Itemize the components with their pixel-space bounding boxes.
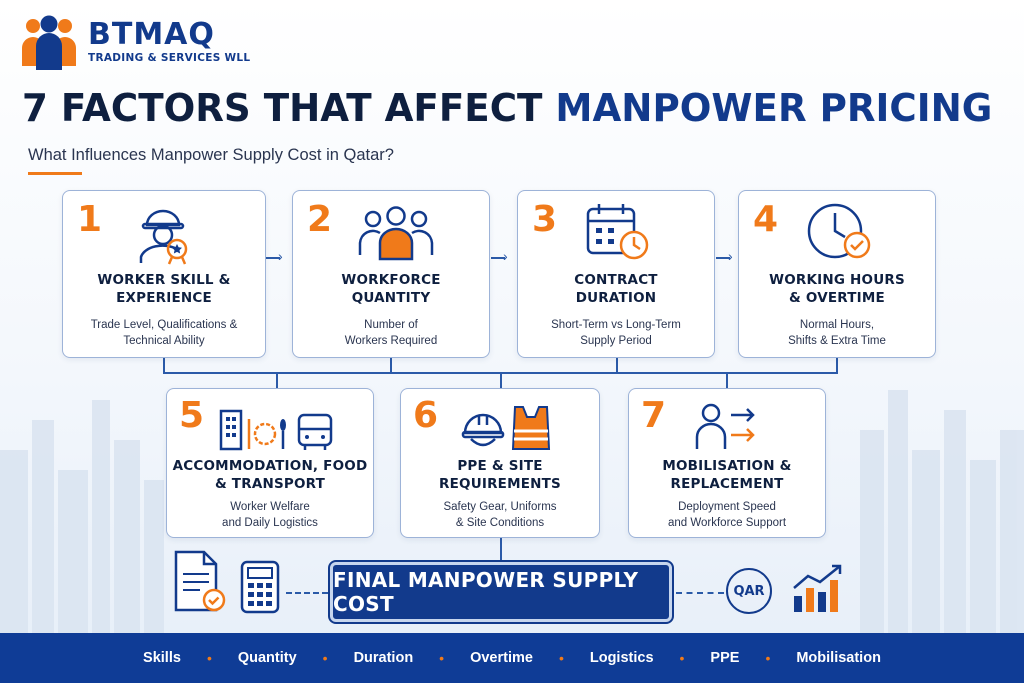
final-cost-box: FINAL MANPOWER SUPPLY COST	[330, 562, 672, 622]
drop-line-1	[163, 358, 165, 372]
connector-3-4	[716, 257, 730, 259]
document-check-icon	[174, 550, 226, 612]
factor-number: 4	[753, 199, 779, 240]
factor-card-6: 6 PPE & SITE REQUIREMENTS Safety Gear, Un…	[400, 388, 600, 538]
factor-number: 2	[307, 199, 333, 240]
final-cost-label: FINAL MANPOWER SUPPLY COST	[333, 568, 639, 616]
footer-dot: •	[558, 650, 564, 666]
arrow-2-3: ›	[503, 248, 508, 264]
footer-dot: •	[679, 650, 685, 666]
factor-number: 5	[179, 395, 205, 436]
title-part-1: 7 FACTORS THAT AFFECT	[22, 86, 556, 130]
title-part-2: MANPOWER PRICING	[555, 86, 993, 130]
connector-1-2	[266, 257, 280, 259]
factor-number: 3	[532, 199, 558, 240]
dashed-connector-right	[676, 592, 724, 594]
footer-dot: •	[765, 650, 771, 666]
page-subtitle: What Influences Manpower Supply Cost in …	[28, 146, 394, 164]
drop-line-2	[390, 358, 392, 372]
factor-description: Trade Level, Qualifications & Technical A…	[90, 319, 238, 347]
footer-item-quantity: Quantity	[237, 650, 297, 666]
calculator-icon	[240, 560, 280, 614]
factor-description: Short-Term vs Long-Term Supply Period	[551, 319, 681, 347]
factor-title: WORKING HOURS & OVERTIME	[769, 272, 905, 306]
factor-card-5: 5 ACCOMMODATION, FOOD & TRANSPORT Worker …	[166, 388, 374, 538]
factor-title: CONTRACT DURATION	[574, 272, 658, 306]
footer-dot: •	[206, 650, 212, 666]
footer-item-logistics: Logistics	[589, 650, 654, 666]
factor-title: MOBILISATION & REPLACEMENT	[662, 458, 792, 492]
footer-bar: Skills • Quantity • Duration • Overtime …	[0, 633, 1024, 683]
footer-item-ppe: PPE	[710, 650, 740, 666]
people-logo-icon	[22, 15, 76, 70]
brand-name: BTMAQ	[88, 17, 215, 52]
currency-label: QAR	[733, 583, 765, 599]
factor-card-4: 4 WORKING HOURS & OVERTIME Normal Hours, S…	[738, 190, 936, 358]
factor-number: 6	[413, 395, 439, 436]
connector-2-3	[491, 257, 505, 259]
factor-card-3: 3 CONTRACT DURATION Short-Term vs Long-Te…	[517, 190, 715, 358]
factor-card-1: 1 WORKER SKILL & EXPERIENCE Trade Level, …	[62, 190, 266, 358]
footer-item-overtime: Overtime	[470, 650, 533, 666]
person-arrows-icon	[695, 403, 755, 449]
clock-check-icon	[807, 203, 871, 259]
city-skyline-decoration	[0, 390, 1024, 640]
footer-dot: •	[439, 650, 445, 666]
drop-line-3	[616, 358, 618, 372]
factor-number: 1	[77, 199, 103, 240]
brand-subtitle: TRADING & SERVICES WLL	[88, 52, 251, 64]
group-icon	[358, 206, 434, 261]
brand-logo: BTMAQ TRADING & SERVICES WLL	[18, 14, 250, 70]
bar-growth-icon	[793, 564, 842, 612]
drop-line-4	[836, 358, 838, 372]
factor-title: ACCOMMODATION, FOOD & TRANSPORT	[172, 458, 368, 492]
drop-to-7	[726, 372, 728, 388]
subtitle-underline	[28, 172, 82, 175]
arrow-1-2: ›	[278, 248, 283, 264]
page-title: 7 FACTORS THAT AFFECT MANPOWER PRICING	[22, 86, 992, 130]
factor-description: Number of Workers Required	[344, 319, 438, 347]
footer-item-duration: Duration	[353, 650, 414, 666]
factor-title: PPE & SITE REQUIREMENTS	[439, 458, 561, 492]
factor-description: Deployment Speed and Workforce Support	[667, 501, 787, 529]
drop-to-6	[500, 372, 502, 388]
factor-description: Safety Gear, Uniforms & Site Conditions	[443, 501, 557, 529]
dashed-connector-left	[286, 592, 328, 594]
worker-badge-icon	[139, 209, 188, 265]
drop-to-5	[276, 372, 278, 388]
calendar-clock-icon	[586, 204, 649, 260]
building-food-bus-icon	[219, 409, 333, 451]
factor-card-2: 2 WORKFORCE QUANTITY Number of Workers Req…	[292, 190, 490, 358]
factor-title: WORKER SKILL & EXPERIENCE	[97, 272, 231, 306]
helmet-vest-icon	[461, 406, 551, 450]
factor-description: Normal Hours, Shifts & Extra Time	[788, 319, 886, 347]
factor-card-7: 7 MOBILISATION & REPLACEMENT Deployment S…	[628, 388, 826, 538]
footer-item-skills: Skills	[143, 650, 181, 666]
arrow-3-4: ›	[728, 248, 733, 264]
footer-dot: •	[322, 650, 328, 666]
factor-number: 7	[641, 395, 667, 436]
drop-to-final	[500, 538, 502, 562]
factor-description: Worker Welfare and Daily Logistics	[222, 501, 318, 529]
factor-title: WORKFORCE QUANTITY	[341, 272, 441, 306]
footer-item-mobilisation: Mobilisation	[796, 650, 881, 666]
qar-currency-badge: QAR	[726, 568, 772, 614]
